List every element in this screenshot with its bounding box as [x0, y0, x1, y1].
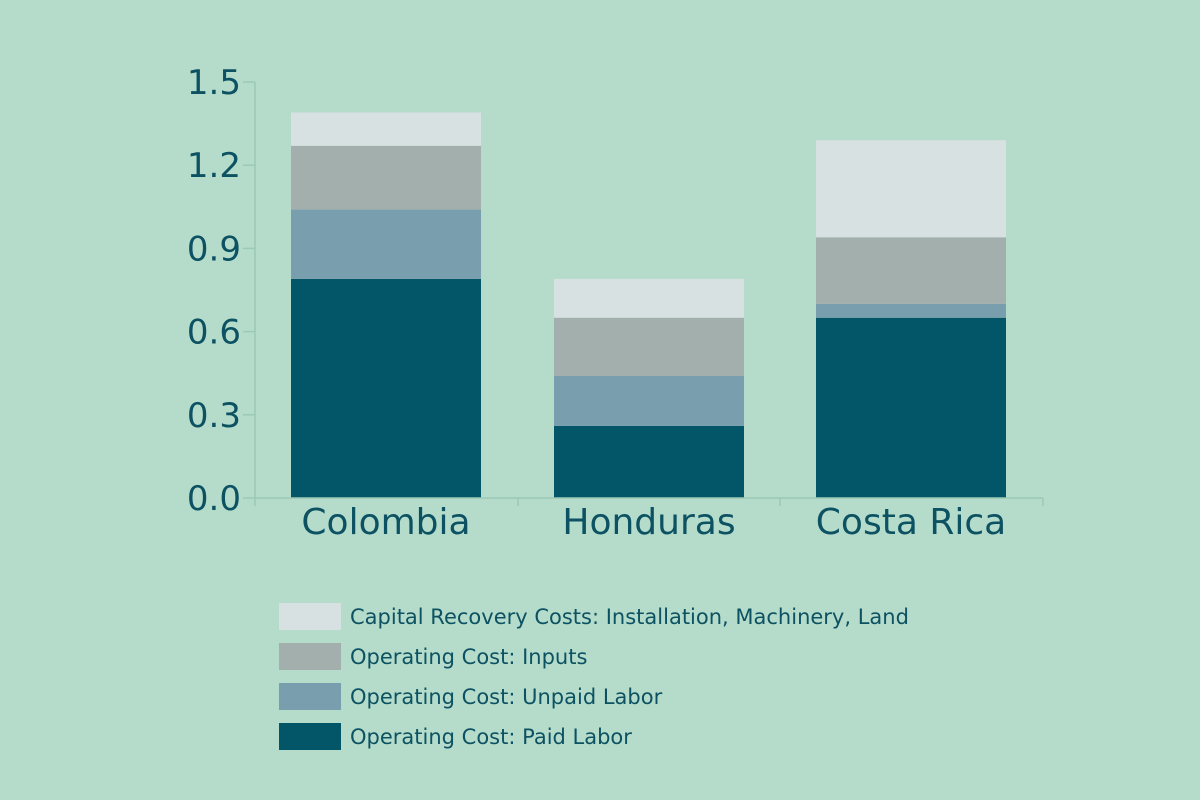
bar-segment	[816, 237, 1006, 304]
legend-label: Operating Cost: Unpaid Labor	[350, 685, 663, 709]
legend-label: Capital Recovery Costs: Installation, Ma…	[350, 605, 909, 629]
bar-segment	[554, 425, 744, 498]
legend-swatch	[279, 683, 341, 710]
legend-swatch	[279, 603, 341, 630]
bar-segment	[291, 278, 481, 498]
bar-segment	[291, 209, 481, 279]
bar-segment	[816, 317, 1006, 498]
x-tick-label: Colombia	[301, 502, 470, 543]
x-tick-label: Honduras	[562, 502, 735, 543]
legend-swatch	[279, 723, 341, 750]
x-tick-label: Costa Rica	[816, 502, 1006, 543]
plot-area	[291, 112, 1006, 498]
legend: Capital Recovery Costs: Installation, Ma…	[279, 603, 909, 750]
bar-segment	[554, 375, 744, 426]
bar-segment	[554, 278, 744, 318]
bar-segment	[554, 317, 744, 376]
bar-segment	[291, 145, 481, 210]
bar-segment	[816, 140, 1006, 238]
bar-segment	[816, 303, 1006, 318]
y-tick-label: 0.3	[187, 396, 241, 436]
y-tick-label: 1.5	[187, 63, 241, 103]
legend-label: Operating Cost: Inputs	[350, 645, 587, 669]
y-tick-label: 0.6	[187, 313, 241, 353]
legend-swatch	[279, 643, 341, 670]
x-axis: Colombia Honduras Costa Rica	[254, 498, 1044, 543]
y-axis: 0.0 0.3 0.6 0.9 1.2 1.5	[187, 63, 255, 519]
y-tick-label: 1.2	[187, 146, 241, 186]
legend-label: Operating Cost: Paid Labor	[350, 725, 632, 749]
y-tick-label: 0.9	[187, 229, 241, 269]
bar-segment	[291, 112, 481, 146]
y-tick-label: 0.0	[187, 479, 241, 519]
